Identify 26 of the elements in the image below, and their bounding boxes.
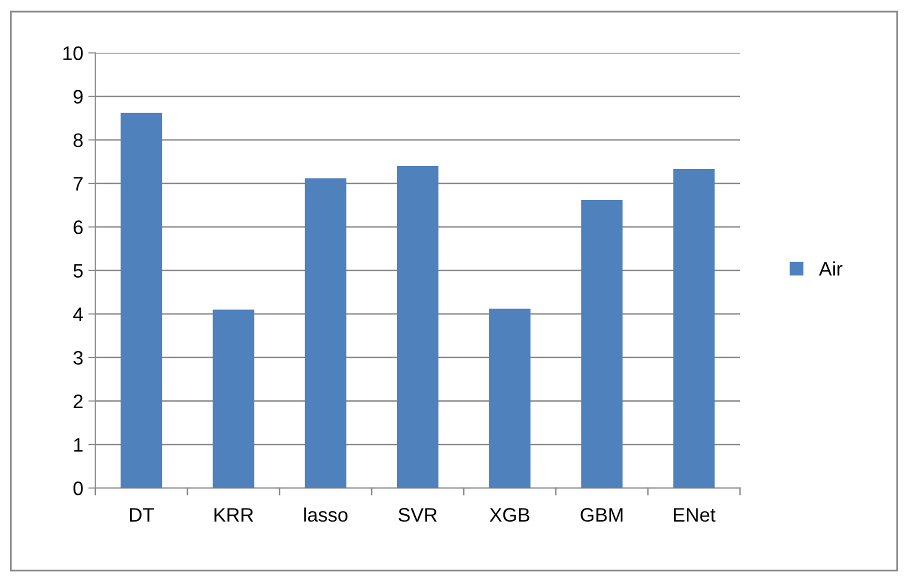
- x-tick-label: KRR: [214, 508, 254, 522]
- x-tick-label: GBM: [580, 508, 622, 522]
- bar: [120, 112, 162, 488]
- x-tick-label: XGB: [490, 508, 530, 522]
- legend-label: Air: [818, 261, 842, 276]
- y-tick-label: 9: [74, 90, 83, 104]
- y-tick-label: 3: [73, 350, 83, 365]
- x-tick-label: SVR: [398, 508, 437, 522]
- bar: [489, 308, 530, 488]
- bar: [581, 200, 623, 488]
- y-tick-label: 5: [74, 264, 83, 278]
- y-tick-label: 10: [63, 46, 83, 60]
- y-tick-label: 8: [74, 133, 83, 148]
- y-tick-label: 1: [74, 438, 83, 452]
- y-tick-label: 4: [73, 308, 83, 322]
- y-tick-label: 2: [74, 394, 83, 408]
- y-tick-label: 0: [73, 482, 83, 496]
- bar: [212, 310, 254, 488]
- bar: [304, 178, 346, 488]
- x-tick-label: DT: [130, 508, 154, 522]
- bar: [673, 169, 715, 488]
- bar: [396, 166, 438, 488]
- y-tick-label: 7: [74, 177, 83, 190]
- x-tick-label: lasso: [304, 507, 348, 522]
- x-tick-label: ENet: [674, 508, 716, 522]
- y-tick-label: 6: [74, 220, 83, 234]
